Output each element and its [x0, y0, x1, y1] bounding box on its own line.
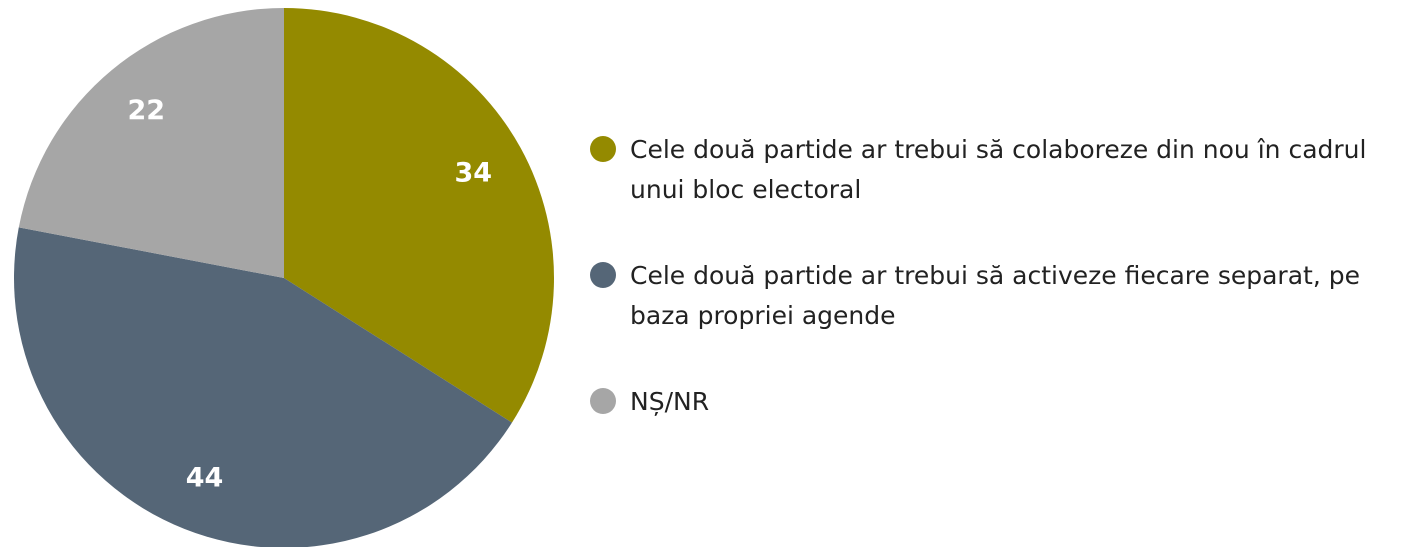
legend-item: Cele două partide ar trebui să colaborez… — [588, 130, 1388, 210]
data-label: 22 — [128, 95, 166, 126]
legend-label: Cele două partide ar trebui să colaborez… — [630, 135, 1367, 204]
pie-slice — [284, 8, 554, 423]
legend-item: Cele două partide ar trebui să activeze … — [588, 256, 1388, 336]
data-label: 44 — [186, 462, 224, 493]
legend-item: NȘ/NR — [588, 382, 1388, 422]
legend-marker — [590, 388, 616, 414]
legend: Cele două partide ar trebui să colaborez… — [588, 130, 1388, 468]
legend-marker — [590, 136, 616, 162]
legend-label: NȘ/NR — [630, 387, 710, 416]
pie-slice — [18, 8, 285, 278]
data-label: 34 — [454, 157, 492, 188]
pie-slice — [14, 227, 512, 547]
legend-marker — [590, 262, 616, 288]
legend-label: Cele două partide ar trebui să activeze … — [630, 261, 1360, 330]
